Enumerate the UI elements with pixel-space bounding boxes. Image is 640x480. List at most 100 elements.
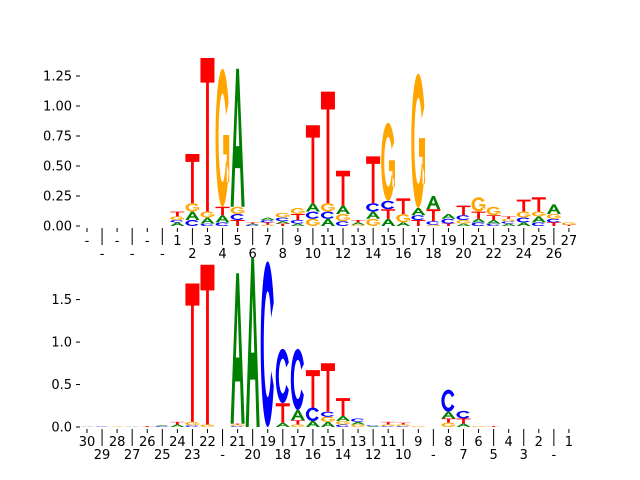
logo-letter-G xyxy=(185,421,200,426)
logo-letter-T xyxy=(486,426,501,427)
logo-letter-T xyxy=(200,58,215,212)
position-stack xyxy=(441,389,456,427)
logo-letter-T xyxy=(336,398,351,416)
position-stack xyxy=(351,220,366,226)
logo-letter-T xyxy=(351,220,366,223)
position-stack xyxy=(516,199,531,226)
logo-letter-A xyxy=(366,426,381,427)
logo-letter-C xyxy=(381,200,395,210)
logo-letter-A xyxy=(320,218,335,226)
x-tick-label: 26 xyxy=(139,435,156,450)
x-tick-label: 19 xyxy=(259,435,276,450)
logo-letter-T xyxy=(471,211,486,219)
logo-letter-A xyxy=(305,421,320,427)
logo-letter-C xyxy=(230,214,244,220)
logo-letter-G xyxy=(471,197,486,212)
logo-letter-T xyxy=(456,418,471,424)
logo-letter-T xyxy=(185,154,200,204)
y-tick-label: 0.75 xyxy=(43,130,72,145)
x-tick-label: - xyxy=(145,234,150,249)
x-tick-label: - xyxy=(85,234,90,249)
logo-letter-G xyxy=(305,218,320,226)
logo-letter-G xyxy=(546,214,561,219)
logo-letter-C xyxy=(215,222,229,226)
x-tick-label: 24 xyxy=(515,247,532,262)
x-tick-label: 15 xyxy=(320,435,337,450)
x-tick-label: 16 xyxy=(395,247,412,262)
logo-letter-G xyxy=(381,122,395,201)
logo-letter-A xyxy=(366,211,381,219)
position-stack xyxy=(185,283,200,427)
y-tick-label: 0.5 xyxy=(51,378,72,393)
x-tick-label: 5 xyxy=(489,448,497,463)
position-stack xyxy=(305,370,320,427)
x-tick-label: 18 xyxy=(275,448,292,463)
x-tick-label: 1 xyxy=(173,234,181,249)
logo-letter-T xyxy=(215,206,230,216)
logo-letter-T xyxy=(396,422,411,425)
logo-letter-A xyxy=(275,221,290,224)
logo-letter-G xyxy=(290,208,305,214)
position-stack xyxy=(185,154,200,226)
position-stack xyxy=(486,206,501,226)
x-tick-label: 8 xyxy=(279,247,287,262)
logo-letter-T xyxy=(245,222,260,224)
logo-letter-A xyxy=(305,203,320,212)
logo-letter-G xyxy=(215,68,230,207)
y-tick-label: 0.25 xyxy=(43,190,72,205)
logo-letter-T xyxy=(561,224,576,226)
logo-letter-G xyxy=(275,212,290,218)
logo-letter-G xyxy=(501,218,516,222)
x-tick-label: - xyxy=(431,448,436,463)
position-stack xyxy=(140,426,155,427)
logo-letter-G xyxy=(200,211,215,218)
logo-letter-A xyxy=(230,273,245,424)
logo-letter-T xyxy=(501,216,516,219)
logo-letter-C xyxy=(230,426,244,427)
logo-letter-A xyxy=(200,217,215,224)
position-stack xyxy=(486,426,501,427)
position-stack xyxy=(411,426,426,427)
x-tick-label: - xyxy=(160,247,165,262)
logo-letter-A xyxy=(215,215,230,223)
y-tick-label: 1.0 xyxy=(51,336,72,351)
x-tick-label: 23 xyxy=(500,234,517,249)
logo-letter-T xyxy=(486,215,501,220)
logo-letter-G xyxy=(320,416,335,422)
logo-letter-C xyxy=(531,222,545,226)
logo-letter-G xyxy=(170,216,185,220)
logo-letter-C xyxy=(185,220,199,226)
x-tick-label: 6 xyxy=(249,247,257,262)
x-tick-label: - xyxy=(100,247,105,262)
x-tick-label: 10 xyxy=(395,448,412,463)
logo-letter-A xyxy=(155,425,170,427)
logo-letter-T xyxy=(230,423,245,425)
logo-panel-top: 0.000.250.500.751.001.25------1234567891… xyxy=(43,58,577,262)
logo-letter-C xyxy=(320,211,334,219)
x-tick-label: 17 xyxy=(290,435,307,450)
x-tick-label: 13 xyxy=(350,234,367,249)
x-tick-label: 1 xyxy=(565,435,573,450)
logo-letter-A xyxy=(351,421,366,425)
position-stack xyxy=(366,425,381,427)
y-tick-label: 0.00 xyxy=(43,220,72,235)
logo-letter-A xyxy=(411,208,426,216)
position-stack xyxy=(290,348,305,427)
logo-letter-T xyxy=(260,222,275,225)
position-stack xyxy=(275,212,290,226)
position-stack xyxy=(456,410,471,427)
x-tick-label: 30 xyxy=(79,435,96,450)
logo-letter-C xyxy=(185,425,199,427)
y-tick-label: 0.0 xyxy=(51,421,72,436)
logo-letter-T xyxy=(411,220,426,226)
position-stack xyxy=(426,196,441,226)
x-tick-label: 15 xyxy=(380,234,397,249)
position-stack xyxy=(215,68,230,226)
x-tick-label: 26 xyxy=(546,247,563,262)
position-stack xyxy=(230,273,245,427)
logo-letter-T xyxy=(320,91,335,204)
logo-letter-C xyxy=(456,410,470,419)
x-tick-label: 12 xyxy=(335,247,352,262)
logo-letter-G xyxy=(290,424,305,427)
x-tick-label: 9 xyxy=(414,435,422,450)
